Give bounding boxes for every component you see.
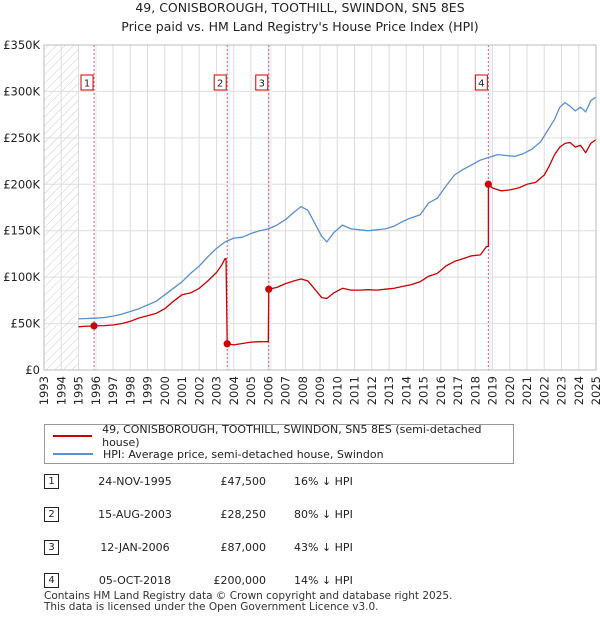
legend-swatch-property <box>53 435 93 437</box>
sale-date: 12-JAN-2006 <box>100 541 170 554</box>
x-tick-label: 2016 <box>434 376 448 405</box>
footer: Contains HM Land Registry data © Crown c… <box>44 591 452 613</box>
footer-licence: This data is licensed under the Open Gov… <box>44 601 379 613</box>
x-tick-label: 2021 <box>520 376 534 405</box>
x-tick-label: 2007 <box>279 376 293 405</box>
legend-item-property: 49, CONISBOROUGH, TOOTHILL, SWINDON, SN5… <box>53 423 513 449</box>
x-tick-label: 2014 <box>399 376 413 405</box>
x-tick-label: 2006 <box>261 376 275 405</box>
sale-date: 15-AUG-2003 <box>98 508 172 521</box>
y-tick-label: £100K <box>3 270 40 284</box>
x-tick-label: 2022 <box>537 376 551 405</box>
y-tick-label: £250K <box>3 131 40 145</box>
x-tick-label: 2001 <box>175 376 189 405</box>
sale-date: 05-OCT-2018 <box>98 574 172 587</box>
sale-marker-box <box>213 74 227 91</box>
x-tick-label: 2019 <box>486 376 500 405</box>
x-tick-label: 2004 <box>227 376 241 405</box>
y-tick-label: £200K <box>3 177 40 191</box>
property-series-line <box>78 139 596 346</box>
y-tick-label: £0 <box>25 363 40 377</box>
x-tick-label: 2024 <box>572 376 586 405</box>
sale-highlight-band <box>227 45 231 370</box>
x-tick-label: 2018 <box>468 376 482 405</box>
x-tick-label: 2002 <box>192 376 206 405</box>
sale-marker-box <box>474 74 488 91</box>
sale-highlight-band <box>268 45 272 370</box>
sale-date: 24-NOV-1995 <box>98 475 172 488</box>
x-tick-label: 1993 <box>37 376 51 405</box>
sale-price: £28,250 <box>220 508 267 521</box>
sale-hpi-diff: 16% ↓ HPI <box>294 475 353 488</box>
chart-subtitle: Price paid vs. HM Land Registry's House … <box>121 19 478 34</box>
x-tick-label: 2010 <box>330 376 344 405</box>
table-row: 3 12-JAN-2006 £87,000 43% ↓ HPI <box>44 540 444 556</box>
y-tick-label: £300K <box>3 84 40 98</box>
sale-marker-label: 2 <box>217 79 223 90</box>
table-row: 1 24-NOV-1995 £47,500 16% ↓ HPI <box>44 474 444 490</box>
price-chart: 49, CONISBOROUGH, TOOTHILL, SWINDON, SN5… <box>3 0 600 405</box>
x-tick-label: 1994 <box>54 376 68 405</box>
sale-point <box>484 180 492 188</box>
x-tick-label: 2023 <box>555 376 569 405</box>
sale-marker-label: 4 <box>478 79 484 90</box>
sale-number-badge: 1 <box>44 474 59 489</box>
plot-frame <box>43 44 597 371</box>
y-tick-label: £350K <box>3 38 40 52</box>
legend-swatch-hpi <box>53 453 93 455</box>
x-tick-label: 2003 <box>210 376 224 405</box>
legend: 49, CONISBOROUGH, TOOTHILL, SWINDON, SN5… <box>44 423 514 464</box>
y-tick-label: £150K <box>3 224 40 238</box>
footer-copyright: Contains HM Land Registry data © Crown c… <box>44 590 453 602</box>
sale-number-badge: 3 <box>44 540 59 555</box>
x-tick-label: 2005 <box>244 376 258 405</box>
x-tick-label: 2009 <box>313 376 327 405</box>
sale-marker-label: 1 <box>84 79 90 90</box>
x-tick-label: 1995 <box>72 376 86 405</box>
legend-label-hpi: HPI: Average price, semi-detached house,… <box>103 447 384 461</box>
x-tick-label: 1998 <box>123 376 137 405</box>
x-tick-label: 2020 <box>503 376 517 405</box>
sale-hpi-diff: 80% ↓ HPI <box>294 508 353 521</box>
hpi-series-line <box>78 96 596 320</box>
legend-item-hpi: HPI: Average price, semi-detached house,… <box>53 446 384 462</box>
x-tick-label: 2015 <box>417 376 431 405</box>
x-tick-label: 1997 <box>106 376 120 405</box>
sale-highlight-band <box>94 45 98 370</box>
legend-label-property: 49, CONISBOROUGH, TOOTHILL, SWINDON, SN5… <box>102 423 482 449</box>
sale-marker-box <box>80 74 94 91</box>
sale-highlight-band <box>488 45 492 370</box>
sale-point <box>223 340 231 348</box>
table-row: 4 05-OCT-2018 £200,000 14% ↓ HPI <box>44 573 444 589</box>
sale-point <box>265 285 273 293</box>
sale-marker-label: 3 <box>259 79 265 90</box>
x-tick-label: 2000 <box>158 376 172 405</box>
x-tick-label: 2025 <box>589 376 600 405</box>
x-tick-label: 2017 <box>451 376 465 405</box>
x-tick-label: 1996 <box>89 376 103 405</box>
sale-point <box>90 322 98 330</box>
sale-price: £47,500 <box>220 475 267 488</box>
x-tick-label: 2012 <box>365 376 379 405</box>
sale-marker-box <box>255 74 269 91</box>
y-tick-label: £50K <box>11 317 41 331</box>
x-tick-label: 1999 <box>141 376 155 405</box>
x-tick-label: 2011 <box>348 376 362 405</box>
x-tick-label: 2008 <box>296 376 310 405</box>
chart-title: 49, CONISBOROUGH, TOOTHILL, SWINDON, SN5… <box>135 0 464 15</box>
sale-price: £200,000 <box>213 574 267 587</box>
sale-price: £87,000 <box>220 541 267 554</box>
table-row: 2 15-AUG-2003 £28,250 80% ↓ HPI <box>44 507 444 523</box>
sale-hpi-diff: 43% ↓ HPI <box>294 541 353 554</box>
sale-number-badge: 2 <box>44 507 59 522</box>
sale-number-badge: 4 <box>44 573 59 588</box>
sale-hpi-diff: 14% ↓ HPI <box>294 574 353 587</box>
x-tick-label: 2013 <box>382 376 396 405</box>
